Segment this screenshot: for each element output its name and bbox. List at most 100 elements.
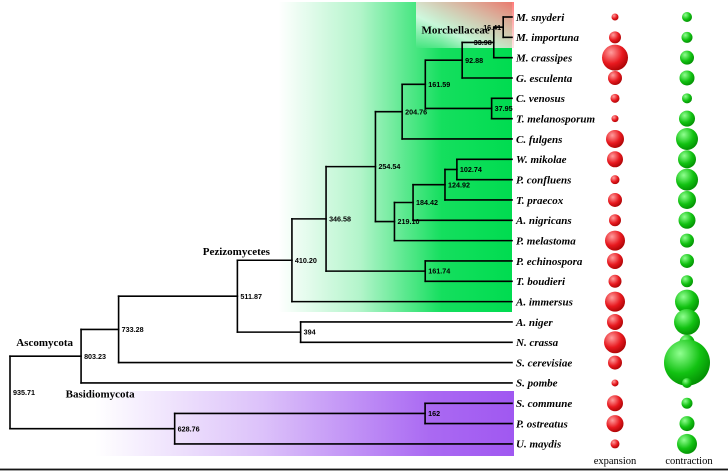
species-label: M. importuna xyxy=(515,32,579,44)
species-label: A. nigricans xyxy=(515,215,572,227)
contraction-bubble xyxy=(674,308,700,335)
contraction-bubble xyxy=(678,150,696,169)
species-label: W. mikolae xyxy=(516,154,567,166)
node-age-labels: 935.71 803.23 733.28 511.87 410.20 346.58 254.… xyxy=(13,23,513,434)
contraction-bubble xyxy=(681,275,693,288)
species-label: P. echinospora xyxy=(516,256,583,268)
contraction-bubble xyxy=(678,211,696,229)
expansion-legend-label: expansion xyxy=(594,456,637,467)
contraction-bubble xyxy=(675,289,699,314)
species-label: U. maydis xyxy=(516,439,561,451)
clade-label: Basidiomycota xyxy=(66,389,136,401)
expansion-bubble xyxy=(608,192,622,207)
contraction-bubble xyxy=(681,397,693,409)
contraction-bubble xyxy=(680,253,694,268)
species-label: T. melanosporum xyxy=(516,113,596,125)
node-age-label: 161.74 xyxy=(428,267,450,276)
expansion-bubble xyxy=(608,70,622,85)
species-label: P. melastoma xyxy=(516,235,576,247)
expansion-bubble xyxy=(609,31,621,44)
morchellaceae-highlight xyxy=(416,2,514,48)
node-age-label: 37.95 xyxy=(495,104,513,113)
node-age-label: 184.42 xyxy=(416,198,438,207)
contraction-bubble xyxy=(681,31,693,43)
species-label: T. boudieri xyxy=(516,276,566,288)
node-age-label: 394 xyxy=(304,328,316,337)
contraction-bubble xyxy=(680,50,694,65)
contraction-bubble xyxy=(679,110,695,127)
node-age-label: 204.76 xyxy=(405,107,427,116)
species-label: S. commune xyxy=(516,398,572,410)
expansion-bubble xyxy=(602,44,628,71)
species-label: G. esculenta xyxy=(516,73,573,85)
expansion-bubble xyxy=(607,252,623,269)
contraction-bubble xyxy=(682,377,692,388)
species-label: T. praecox xyxy=(516,195,564,207)
node-age-label: 346.58 xyxy=(329,214,351,223)
contraction-bubble xyxy=(677,433,697,454)
expansion-bubble xyxy=(611,379,619,387)
node-age-label: 102.74 xyxy=(460,165,482,174)
expansion-bubble xyxy=(605,230,625,251)
node-age-label: 162 xyxy=(428,409,440,418)
species-label: C. venosus xyxy=(516,93,565,105)
expansion-bubble xyxy=(607,151,623,168)
node-age-label: 219.10 xyxy=(397,217,419,226)
tree-branches xyxy=(9,16,513,445)
species-label: C. fulgens xyxy=(516,134,562,146)
node-age-label: 254.54 xyxy=(378,162,400,171)
clade-label: Morchellaceae xyxy=(422,24,490,36)
contraction-bubble xyxy=(679,70,695,86)
contraction-bubble xyxy=(664,339,710,386)
node-age-label: 410.20 xyxy=(295,256,317,265)
expansion-bubble xyxy=(605,291,625,312)
expansion-bubble xyxy=(606,415,624,433)
contraction-bubble xyxy=(680,233,694,248)
expansion-bubble xyxy=(608,274,622,288)
expansion-bubble xyxy=(611,13,619,21)
contraction-bubble xyxy=(679,416,695,432)
species-labels: M. snyderi M. importuna M. crassipes G. esc… xyxy=(515,12,596,451)
expansion-bubble xyxy=(608,355,622,370)
species-label: N. crassa xyxy=(515,337,559,349)
species-label: S. cerevisiae xyxy=(516,357,572,369)
node-age-label: 33.98 xyxy=(474,38,492,47)
expansion-bubble xyxy=(604,331,626,354)
clade-label: Ascomycota xyxy=(16,337,73,349)
species-label: P. confluens xyxy=(516,174,571,186)
node-age-label: 16.41 xyxy=(483,23,501,32)
contraction-bubble xyxy=(676,127,698,150)
clade-label: Pezizomycetes xyxy=(203,246,271,258)
species-label: A. immersus xyxy=(515,296,573,308)
species-label: A. niger xyxy=(515,317,553,329)
contraction-bubble xyxy=(682,12,692,22)
node-age-label: 803.23 xyxy=(84,352,106,361)
node-age-label: 628.76 xyxy=(178,424,200,433)
species-label: P. ostreatus xyxy=(516,418,568,430)
pezizomycetes-highlight xyxy=(278,2,512,312)
expansion-bubble xyxy=(609,214,621,227)
node-age-label: 511.87 xyxy=(240,292,262,301)
node-age-label: 124.92 xyxy=(448,180,470,189)
expansion-bubble xyxy=(610,175,620,185)
expansion-bubble xyxy=(606,129,624,148)
expansion-bubble xyxy=(607,395,623,412)
expansion-bubble xyxy=(607,313,623,330)
expansion-bubble xyxy=(610,93,620,103)
contraction-bubble xyxy=(678,190,696,209)
node-age-label: 92.88 xyxy=(465,56,483,65)
figure-bottom-border xyxy=(0,468,728,471)
expansion-bubble xyxy=(610,439,620,449)
contraction-bubble xyxy=(676,168,698,191)
node-age-label: 935.71 xyxy=(13,388,35,397)
contraction-bubble xyxy=(682,93,692,104)
species-label: M. crassipes xyxy=(515,52,572,64)
species-label: S. pombe xyxy=(516,378,558,390)
species-label: M. snyderi xyxy=(515,12,565,24)
expansion-bubble xyxy=(611,115,619,123)
contraction-legend-label: contraction xyxy=(665,456,713,467)
node-age-label: 161.59 xyxy=(428,80,450,89)
node-age-label: 733.28 xyxy=(122,325,144,334)
